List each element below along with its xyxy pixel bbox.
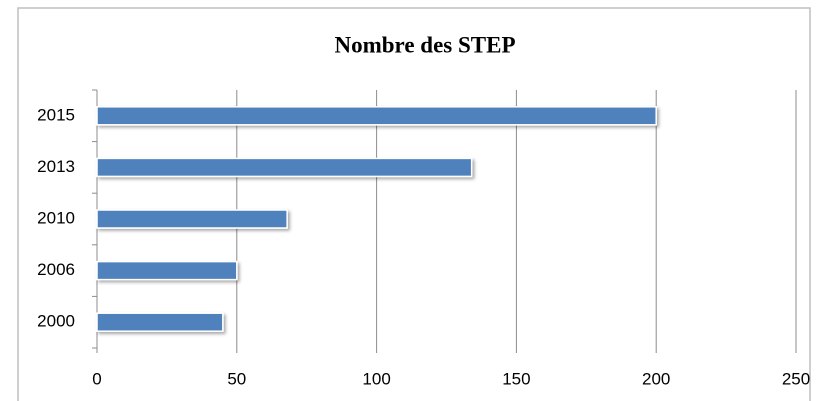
bar bbox=[96, 312, 224, 332]
chart-frame bbox=[17, 7, 811, 401]
y-tick-label: 2015 bbox=[37, 105, 75, 124]
x-tick-label: 0 bbox=[92, 369, 101, 388]
chart-title: Nombre des STEP bbox=[334, 32, 515, 57]
bar bbox=[96, 106, 657, 126]
y-tick-label: 2006 bbox=[37, 260, 75, 279]
x-tick-label: 100 bbox=[362, 369, 390, 388]
bar bbox=[96, 209, 288, 229]
y-tick-label: 2000 bbox=[37, 312, 75, 331]
x-tick-label: 250 bbox=[782, 369, 810, 388]
x-tick-label: 200 bbox=[642, 369, 670, 388]
bar bbox=[96, 157, 473, 178]
x-tick-label: 150 bbox=[502, 369, 530, 388]
y-tick-label: 2013 bbox=[37, 157, 75, 176]
bar bbox=[96, 260, 238, 281]
y-tick-label: 2010 bbox=[37, 208, 75, 227]
x-tick-label: 50 bbox=[227, 369, 246, 388]
